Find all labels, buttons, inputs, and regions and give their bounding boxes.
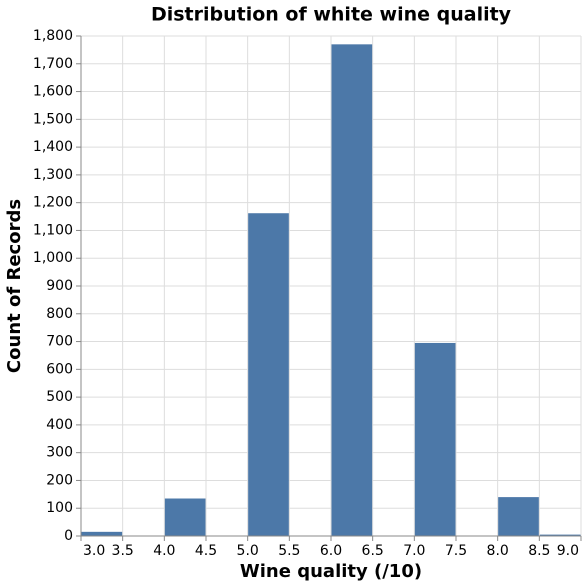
x-tick-label: 4.0: [153, 543, 175, 559]
x-tick-label: 7.0: [403, 543, 425, 559]
bar: [164, 498, 206, 536]
x-tick-label: 6.5: [362, 543, 384, 559]
x-axis-title: Wine quality (/10): [240, 561, 422, 582]
bar: [248, 213, 289, 536]
x-tick-label: 5.0: [237, 543, 259, 559]
y-tick-label: 0: [64, 528, 73, 544]
y-tick-label: 200: [46, 472, 73, 488]
x-tick-label: 7.5: [445, 543, 467, 559]
y-tick-label: 1,100: [33, 222, 73, 238]
chart-title: Distribution of white wine quality: [151, 4, 512, 26]
x-tick-label: 3.0: [83, 543, 105, 559]
x-tick-label: 9.0: [557, 543, 579, 559]
y-tick-label: 1,700: [33, 56, 73, 72]
x-tick-label: 4.5: [195, 543, 217, 559]
x-tick-label: 5.5: [278, 543, 300, 559]
y-tick-label: 300: [46, 445, 73, 461]
y-tick-label: 700: [46, 334, 73, 350]
y-tick-label: 1,200: [33, 195, 73, 211]
y-tick-label: 800: [46, 306, 73, 322]
y-tick-label: 1,000: [33, 250, 73, 266]
bar: [498, 497, 539, 536]
y-tick-label: 100: [46, 500, 73, 516]
y-tick-label: 1,600: [33, 84, 73, 100]
y-tick-label: 1,500: [33, 111, 73, 127]
y-tick-label: 1,300: [33, 167, 73, 183]
x-tick-label: 8.0: [487, 543, 509, 559]
y-tick-label: 400: [46, 417, 73, 433]
x-tick-label: 6.0: [320, 543, 342, 559]
x-tick-label: 8.5: [528, 543, 550, 559]
bar: [539, 534, 581, 536]
y-tick-label: 500: [46, 389, 73, 405]
bar: [331, 44, 373, 536]
y-axis-title: Count of Records: [4, 199, 25, 373]
y-tick-label: 900: [46, 278, 73, 294]
x-tick-label: 3.5: [112, 543, 134, 559]
bar: [414, 342, 456, 536]
y-tick-label: 1,400: [33, 139, 73, 155]
y-tick-label: 600: [46, 361, 73, 377]
y-tick-label: 1,800: [33, 28, 73, 44]
bar: [81, 531, 123, 536]
